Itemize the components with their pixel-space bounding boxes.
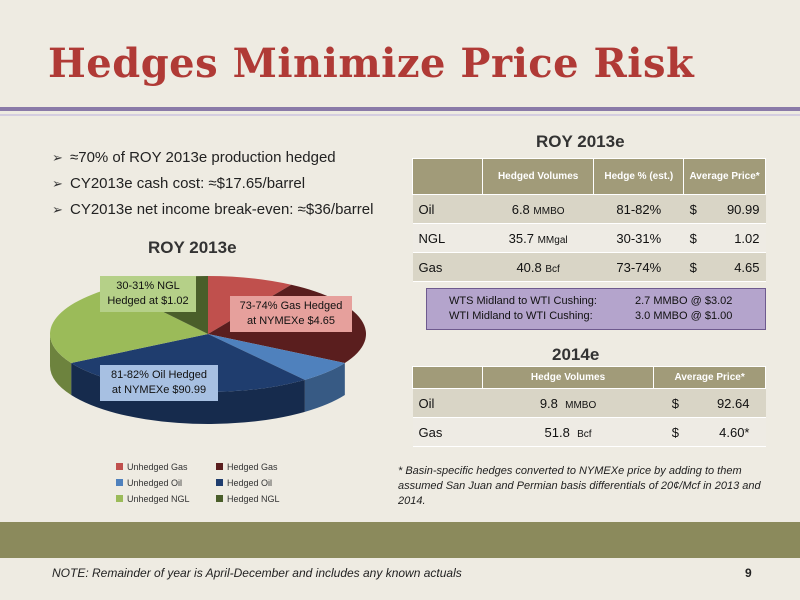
price-cell: $92.64 xyxy=(653,388,766,418)
table-header-row: Hedged Volumes Hedge % (est.) Average Pr… xyxy=(412,158,766,195)
table-header: Hedge % (est.) xyxy=(593,158,685,195)
footnote: * Basin-specific hedges converted to NYM… xyxy=(398,465,761,507)
callout-ngl: 30-31% NGL Hedged at $1.02 xyxy=(100,276,196,312)
legend-item: Unhedged Gas xyxy=(116,462,216,478)
pie-side-unhedged-ngl xyxy=(50,334,72,395)
bullet-item: ➢ CY2013e cash cost: ≈$17.65/barrel xyxy=(52,175,306,192)
arrow-bullet-icon: ➢ xyxy=(52,176,63,191)
legend-item: Hedged Oil xyxy=(216,478,316,494)
row-label: NGL xyxy=(412,223,483,253)
volume-cell: 40.8 Bcf xyxy=(482,252,594,282)
hedge-table-2013: Hedged Volumes Hedge % (est.) Average Pr… xyxy=(412,158,766,282)
legend-swatch xyxy=(216,479,223,486)
volume-cell: 6.8 MMBO xyxy=(482,194,594,224)
volume-cell: 35.7 MMgal xyxy=(482,223,594,253)
arrow-bullet-icon: ➢ xyxy=(52,202,63,217)
hedge-table-2014: Hedge Volumes Average Price* Oil 9.8 MMB… xyxy=(412,366,766,447)
pie-chart xyxy=(49,276,366,424)
price-cell: $4.60* xyxy=(653,417,766,447)
row-label: Gas xyxy=(412,417,483,447)
pct-cell: 81-82% xyxy=(593,194,684,224)
section-title-2013: ROY 2013e xyxy=(536,132,625,151)
volume-cell: 51.8 Bcf xyxy=(482,417,654,447)
table-header: Average Price* xyxy=(653,366,766,389)
pie-slice-unhedged-oil xyxy=(208,334,345,380)
legend-item: Unhedged Oil xyxy=(116,478,216,494)
footer-band xyxy=(0,522,800,558)
legend-item: Unhedged NGL xyxy=(116,494,216,510)
chart-legend: Unhedged Gas Hedged Gas Unhedged Oil Hedge… xyxy=(116,462,326,510)
table-row: Oil 9.8 MMBO $92.64 xyxy=(412,388,766,418)
callout-gas: 73-74% Gas Hedged at NYMEXe $4.65 xyxy=(230,296,352,332)
price-cell: $1.02 xyxy=(683,223,766,253)
table-header xyxy=(412,158,483,195)
page-number: 9 xyxy=(745,566,752,580)
table-header: Hedge Volumes xyxy=(481,366,655,389)
legend-swatch xyxy=(116,463,123,470)
legend-item: Hedged NGL xyxy=(216,494,316,510)
pct-cell: 30-31% xyxy=(593,223,684,253)
table-header: Average Price* xyxy=(683,158,766,195)
page-title: Hedges Minimize Price Risk xyxy=(48,40,695,87)
legend-swatch xyxy=(116,495,123,502)
volume-cell: 9.8 MMBO xyxy=(482,388,654,418)
callout-oil: 81-82% Oil Hedged at NYMEXe $90.99 xyxy=(100,365,218,401)
footer-note: NOTE: Remainder of year is April-Decembe… xyxy=(52,566,462,580)
price-cell: $4.65 xyxy=(683,252,766,282)
table-row: NGL 35.7 MMgal 30-31% $1.02 xyxy=(412,223,766,253)
price-cell: $90.99 xyxy=(683,194,766,224)
table-row: Gas 51.8 Bcf $4.60* xyxy=(412,417,766,447)
basis-line: WTS Midland to WTI Cushing: 2.7 MMBO @ $3… xyxy=(449,295,733,307)
table-header xyxy=(412,366,483,389)
basis-hedge-box: WTS Midland to WTI Cushing: 2.7 MMBO @ $3… xyxy=(426,288,766,330)
pct-cell: 73-74% xyxy=(593,252,684,282)
table-header: Hedged Volumes xyxy=(481,158,595,195)
legend-swatch xyxy=(216,463,223,470)
bullet-list: ➢ ≈70% of ROY 2013e production hedged ➢ CY… xyxy=(52,148,373,226)
table-header-row: Hedge Volumes Average Price* xyxy=(412,366,766,389)
table-row: Oil 6.8 MMBO 81-82% $90.99 xyxy=(412,194,766,224)
bullet-item: ➢ CY2013e net income break-even: ≈$36/bar… xyxy=(52,201,374,218)
row-label: Oil xyxy=(412,194,483,224)
basis-line: WTI Midland to WTI Cushing: 3.0 MMBO @ $1… xyxy=(449,310,733,322)
bullet-item: ➢ ≈70% of ROY 2013e production hedged xyxy=(52,149,336,166)
title-divider-thin xyxy=(0,114,800,116)
chart-title: ROY 2013e xyxy=(148,238,237,257)
pie-side-unhedged-oil xyxy=(304,363,345,412)
section-title-2014: 2014e xyxy=(552,345,600,364)
legend-swatch xyxy=(216,495,223,502)
pie-slice-unhedged-ngl xyxy=(49,287,208,363)
arrow-bullet-icon: ➢ xyxy=(52,150,63,165)
title-divider xyxy=(0,107,800,111)
row-label: Oil xyxy=(412,388,483,418)
table-row: Gas 40.8 Bcf 73-74% $4.65 xyxy=(412,252,766,282)
row-label: Gas xyxy=(412,252,483,282)
legend-swatch xyxy=(116,479,123,486)
legend-item: Hedged Gas xyxy=(216,462,316,478)
